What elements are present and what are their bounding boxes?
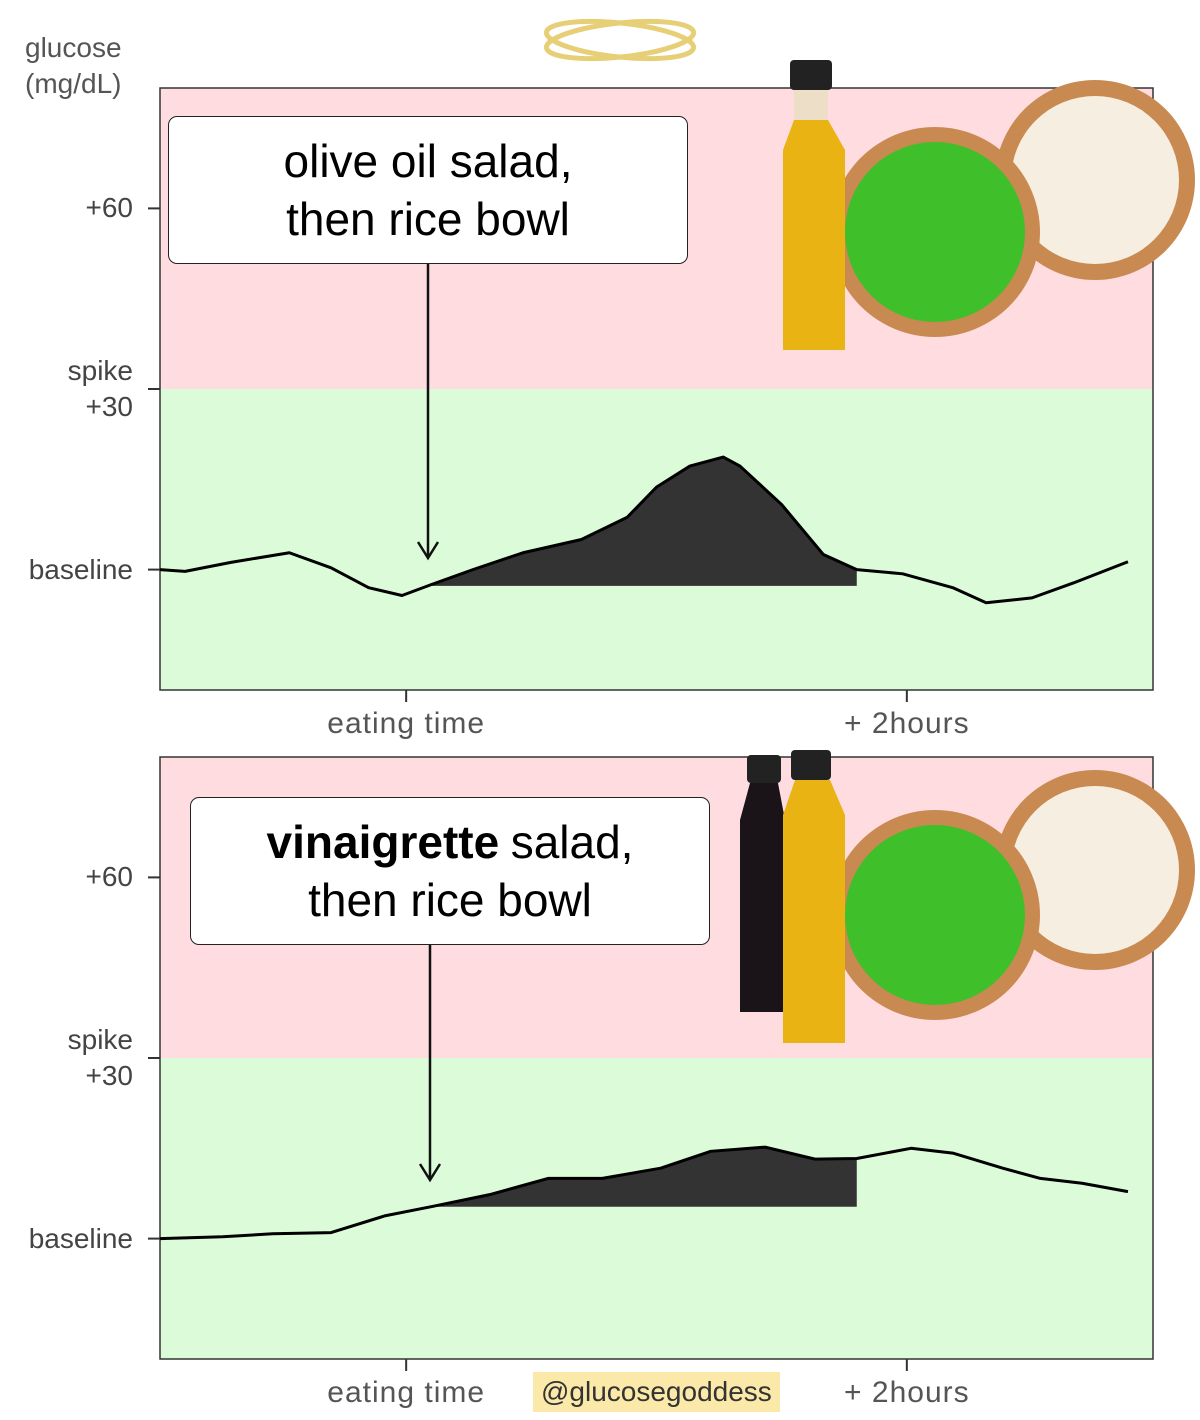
x-tick-label: + 2hours <box>844 1376 970 1409</box>
annotation-bold: vinaigrette <box>266 816 500 868</box>
annotation-box: olive oil salad, then rice bowl <box>168 116 688 264</box>
annotation-line: olive oil salad, <box>283 135 573 187</box>
y-tick-label: spike +30 <box>67 355 133 422</box>
y-tick-label: baseline <box>28 553 133 585</box>
shaded-area <box>431 457 857 586</box>
annotation-line: vinaigrette salad, <box>267 813 634 871</box>
y-tick-label: +60 <box>85 861 134 893</box>
x-tick-label: + 2hours <box>844 707 970 740</box>
halo <box>543 18 697 62</box>
credit: @glucosegoddess <box>533 1372 780 1412</box>
x-tick-label: eating time <box>327 1376 486 1409</box>
x-tick-label: eating time <box>327 707 486 740</box>
arrows <box>416 263 442 1183</box>
glucose-line <box>159 1145 1129 1241</box>
food-pictures-bottom <box>740 750 1195 1043</box>
annotation-line: then rice bowl <box>286 193 570 245</box>
annotation-text: salad, <box>510 816 634 868</box>
annotation-line: then rice bowl <box>308 874 592 926</box>
y-axis-title: glucose (mg/dL) <box>25 32 122 99</box>
y-tick-label: +60 <box>85 192 134 224</box>
shaded-area <box>431 1147 857 1207</box>
food-pictures-top <box>783 60 1195 350</box>
y-tick-label: baseline <box>28 1222 133 1254</box>
y-tick-label: spike +30 <box>67 1024 133 1091</box>
glucose-line <box>159 455 1129 605</box>
annotation-box: vinaigrette salad, then rice bowl <box>190 797 710 945</box>
normal-zone <box>160 1058 1153 1359</box>
